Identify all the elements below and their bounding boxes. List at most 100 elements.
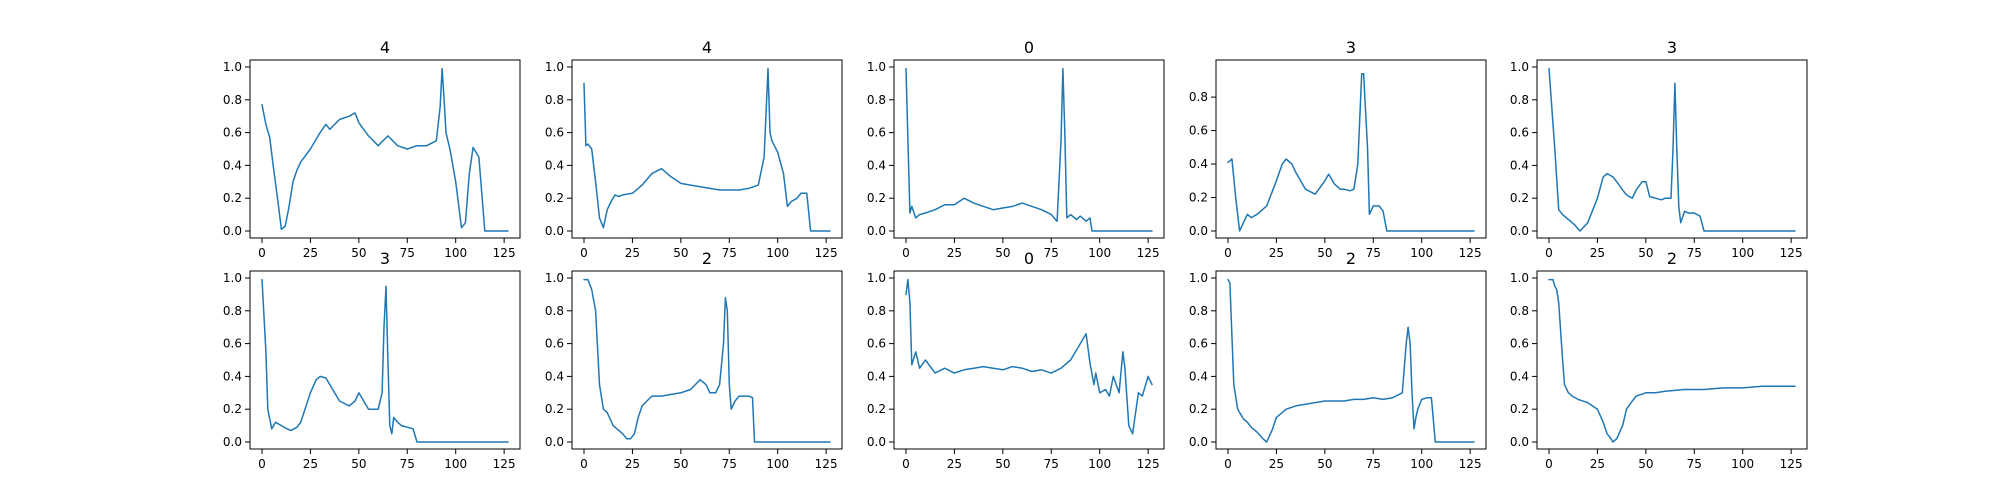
y-tick-label: 0.8 xyxy=(1510,93,1529,107)
x-tick-label: 25 xyxy=(947,246,962,260)
x-tick-label: 100 xyxy=(1731,246,1754,260)
y-tick-label: 0.4 xyxy=(545,158,564,172)
y-tick-label: 0.2 xyxy=(1510,402,1529,416)
y-tick-label: 0.2 xyxy=(223,402,242,416)
y-tick-label: 0.6 xyxy=(223,337,242,351)
y-tick-label: 0.2 xyxy=(1510,191,1529,205)
series-line xyxy=(1227,72,1475,232)
series-line xyxy=(261,67,509,232)
y-tick-label: 0.6 xyxy=(545,337,564,351)
y-tick-label: 0.4 xyxy=(1189,157,1208,171)
y-tick-label: 0.4 xyxy=(867,158,886,172)
x-tick-label: 125 xyxy=(815,246,838,260)
y-tick-label: 0.0 xyxy=(867,435,886,449)
series-line xyxy=(905,67,1153,232)
series-line xyxy=(583,67,831,232)
x-tick-label: 50 xyxy=(673,457,688,471)
x-tick-label: 75 xyxy=(722,457,737,471)
y-tick-label: 0.6 xyxy=(1510,337,1529,351)
y-tick-label: 0.6 xyxy=(867,337,886,351)
panel-frame xyxy=(893,270,1165,450)
y-tick-label: 0.6 xyxy=(545,126,564,140)
y-tick-label: 1.0 xyxy=(223,60,242,74)
x-tick-label: 125 xyxy=(1137,457,1160,471)
y-tick-label: 0.2 xyxy=(223,191,242,205)
x-tick-label: 100 xyxy=(766,457,789,471)
panel-title: 3 xyxy=(1667,38,1677,57)
x-tick-label: 0 xyxy=(258,246,266,260)
x-tick-label: 0 xyxy=(902,457,910,471)
panel-title: 3 xyxy=(380,249,390,268)
x-tick-label: 25 xyxy=(1590,246,1605,260)
x-tick-label: 0 xyxy=(580,457,588,471)
x-tick-label: 0 xyxy=(1224,246,1232,260)
x-tick-label: 75 xyxy=(400,457,415,471)
y-tick-label: 0.8 xyxy=(1189,90,1208,104)
x-tick-label: 50 xyxy=(1317,457,1332,471)
x-tick-label: 50 xyxy=(673,246,688,260)
x-tick-label: 125 xyxy=(1137,246,1160,260)
y-tick-label: 1.0 xyxy=(867,271,886,285)
x-tick-label: 100 xyxy=(444,246,467,260)
x-tick-label: 0 xyxy=(902,246,910,260)
x-tick-label: 125 xyxy=(1780,246,1803,260)
panel-frame xyxy=(1536,59,1808,239)
y-tick-label: 0.2 xyxy=(1189,191,1208,205)
x-tick-label: 125 xyxy=(1459,246,1482,260)
y-tick-label: 0.0 xyxy=(1510,435,1529,449)
x-tick-label: 25 xyxy=(1269,457,1284,471)
x-tick-label: 125 xyxy=(493,457,516,471)
x-tick-label: 0 xyxy=(258,457,266,471)
x-tick-label: 100 xyxy=(1410,457,1433,471)
series-line xyxy=(261,278,509,443)
y-tick-label: 0.8 xyxy=(1189,304,1208,318)
y-tick-label: 0.8 xyxy=(867,93,886,107)
y-tick-label: 1.0 xyxy=(1510,271,1529,285)
panel-frame xyxy=(249,270,521,450)
panel-title: 4 xyxy=(380,38,390,57)
x-tick-label: 50 xyxy=(1317,246,1332,260)
y-tick-label: 0.4 xyxy=(223,158,242,172)
x-tick-label: 100 xyxy=(1410,246,1433,260)
x-tick-label: 75 xyxy=(722,246,737,260)
x-tick-label: 50 xyxy=(1638,457,1653,471)
x-tick-label: 50 xyxy=(995,246,1010,260)
x-tick-label: 50 xyxy=(1638,246,1653,260)
series-line xyxy=(1548,278,1796,443)
series-line xyxy=(583,278,831,443)
x-tick-label: 125 xyxy=(493,246,516,260)
x-tick-label: 75 xyxy=(1044,246,1059,260)
panel-title: 3 xyxy=(1346,38,1356,57)
y-tick-label: 0.2 xyxy=(867,402,886,416)
x-tick-label: 100 xyxy=(444,457,467,471)
x-tick-label: 50 xyxy=(351,457,366,471)
y-tick-label: 0.0 xyxy=(223,435,242,449)
x-tick-label: 75 xyxy=(1687,457,1702,471)
panel-title: 0 xyxy=(1024,38,1034,57)
y-tick-label: 1.0 xyxy=(1189,271,1208,285)
y-tick-label: 0.6 xyxy=(1189,124,1208,138)
panel-frame xyxy=(893,59,1165,239)
y-tick-label: 0.2 xyxy=(1189,402,1208,416)
x-tick-label: 75 xyxy=(1044,457,1059,471)
x-tick-label: 50 xyxy=(995,457,1010,471)
y-tick-label: 0.8 xyxy=(867,304,886,318)
panel-9: 2 0 25 50 75 100 125 0.0 0.2 0.4 0.6 0.8 1.0 xyxy=(1189,249,1487,471)
y-tick-label: 0.6 xyxy=(1510,126,1529,140)
y-tick-label: 0.0 xyxy=(867,224,886,238)
x-tick-label: 0 xyxy=(1224,457,1232,471)
panel-10: 2 0 25 50 75 100 125 0.0 0.2 0.4 0.6 0.8 1.0 xyxy=(1510,249,1808,471)
y-tick-label: 0.0 xyxy=(1510,224,1529,238)
y-tick-label: 0.6 xyxy=(867,126,886,140)
x-tick-label: 0 xyxy=(580,246,588,260)
x-tick-label: 125 xyxy=(1459,457,1482,471)
y-tick-label: 1.0 xyxy=(545,271,564,285)
x-tick-label: 50 xyxy=(351,246,366,260)
y-tick-label: 0.8 xyxy=(1510,304,1529,318)
x-tick-label: 75 xyxy=(1366,457,1381,471)
panel-title: 2 xyxy=(702,249,712,268)
panel-frame xyxy=(1536,270,1808,450)
y-tick-label: 0.6 xyxy=(1189,337,1208,351)
panel-frame xyxy=(571,270,843,450)
y-tick-label: 0.2 xyxy=(867,191,886,205)
